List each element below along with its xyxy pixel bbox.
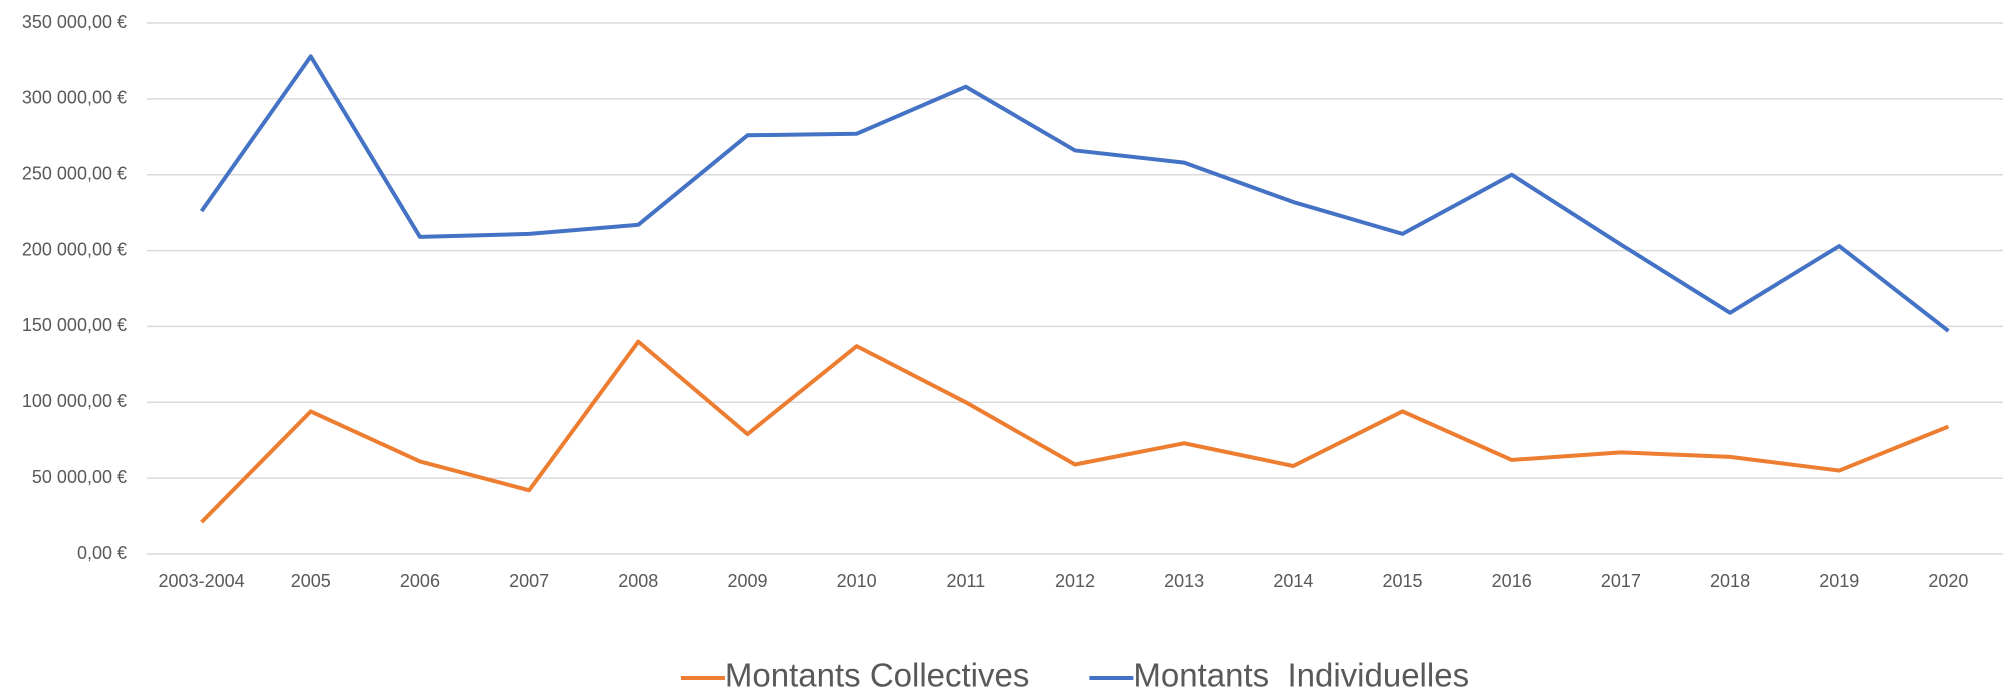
y-tick-label: 0,00 € [77, 543, 127, 563]
y-tick-label: 150 000,00 € [22, 315, 127, 335]
x-tick-label: 2003-2004 [159, 571, 245, 591]
x-tick-label: 2011 [946, 571, 985, 591]
legend-label: Montants Individuelles [1133, 657, 1469, 694]
x-tick-label: 2013 [1164, 571, 1204, 591]
x-tick-label: 2019 [1819, 571, 1859, 591]
x-tick-label: 2010 [837, 571, 877, 591]
y-tick-label: 200 000,00 € [22, 239, 127, 259]
x-tick-label: 2016 [1492, 571, 1532, 591]
y-tick-label: 250 000,00 € [22, 163, 127, 183]
x-tick-label: 2007 [509, 571, 549, 591]
legend-label: Montants Collectives [725, 657, 1029, 694]
x-tick-label: 2006 [400, 571, 440, 591]
x-tick-label: 2020 [1928, 571, 1968, 591]
x-tick-label: 2009 [727, 571, 767, 591]
x-tick-label: 2017 [1601, 571, 1641, 591]
y-tick-label: 350 000,00 € [22, 12, 127, 32]
y-tick-label: 50 000,00 € [32, 467, 127, 487]
x-tick-label: 2014 [1273, 571, 1313, 591]
x-tick-label: 2018 [1710, 571, 1750, 591]
y-tick-label: 300 000,00 € [22, 88, 127, 108]
x-tick-label: 2005 [291, 571, 331, 591]
x-tick-label: 2012 [1055, 571, 1095, 591]
y-tick-label: 100 000,00 € [22, 391, 127, 411]
data-line [200, 339, 1950, 524]
x-tick-label: 2015 [1383, 571, 1423, 591]
data-line [199, 54, 1950, 333]
x-tick-label: 2008 [618, 571, 658, 591]
